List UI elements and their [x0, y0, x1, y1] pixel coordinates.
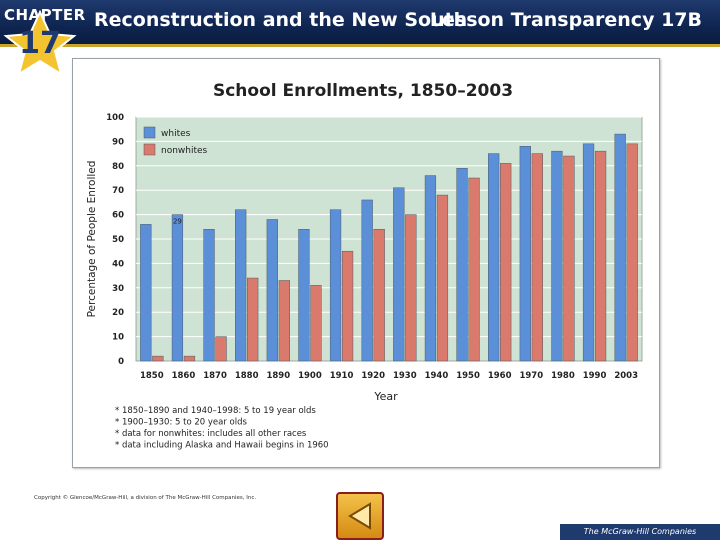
enrollment-chart: School Enrollments, 1850–2003 0 10 20 30 40 5…	[86, 81, 643, 451]
x-tick-label: 1860	[172, 371, 196, 381]
bar-whites-1970	[519, 146, 531, 362]
legend-label-nonwhites: nonwhites	[161, 146, 208, 156]
bar-nonwhites-1950	[468, 177, 480, 362]
bar-whites-1880	[235, 209, 247, 362]
y-tick-label: 90	[112, 137, 124, 147]
x-tick-label: 1900	[298, 371, 322, 381]
legend-label-whites: whites	[161, 129, 191, 139]
y-tick-label: 100	[106, 113, 124, 123]
x-tick-label: 1960	[488, 371, 512, 381]
x-tick-label: 1870	[203, 371, 227, 381]
chapter-number: 17	[19, 26, 61, 61]
chapter-title: Reconstruction and the New South	[94, 9, 468, 31]
y-tick-label: 80	[112, 162, 124, 172]
bar-whites-1940	[424, 175, 437, 362]
bar-nonwhites-1960	[500, 163, 512, 362]
header-bar	[0, 0, 720, 47]
x-axis-label: Year	[373, 390, 398, 403]
bar-whites-1920	[361, 199, 373, 362]
bar-whites-1910	[329, 209, 342, 362]
bar-whites-1990	[582, 143, 595, 362]
chart-footnote: * data for nonwhites: includes all other…	[115, 429, 307, 439]
bar-nonwhites-2003	[626, 143, 638, 362]
bar-nonwhites-1870	[215, 336, 227, 362]
y-tick-label: 40	[112, 259, 124, 269]
bar-nonwhites-1900	[310, 285, 322, 362]
x-tick-label: 1910	[330, 371, 354, 381]
bar-nonwhites-1980	[563, 155, 575, 362]
star-icon	[3, 10, 77, 77]
bar-whites-1860	[171, 214, 184, 362]
publisher-bar: The McGraw-Hill Companies	[560, 524, 720, 540]
x-tick-label: 1950	[456, 371, 480, 381]
x-tick-label: 1850	[140, 371, 164, 381]
chart-footnote: * data including Alaska and Hawaii begin…	[115, 441, 329, 451]
y-tick-label: 60	[112, 211, 124, 221]
x-tick-label: 1990	[583, 371, 607, 381]
x-tick-label: 1940	[425, 371, 449, 381]
bar-nonwhites-1910	[341, 250, 354, 362]
y-tick-label: 70	[112, 186, 124, 196]
back-button[interactable]	[336, 492, 384, 540]
bar-nonwhites-1880	[247, 277, 259, 362]
x-tick-label: 2003	[614, 371, 638, 381]
bar-nonwhites-1850	[152, 355, 164, 362]
copyright-text: Copyright © Glencoe/McGraw-Hill, a divis…	[34, 495, 257, 501]
transparency-frame: School Enrollments, 1850–2003 0 10 20 30 40 5…	[72, 58, 660, 468]
bar-whites-1960	[488, 153, 500, 362]
x-tick-label: 1880	[235, 371, 259, 381]
y-tick-label: 0	[118, 357, 124, 367]
x-tick-label: 1890	[266, 371, 290, 381]
bar-whites-1980	[551, 150, 563, 362]
bar-whites-1930	[393, 187, 405, 362]
legend-swatch-nonwhites	[143, 143, 156, 156]
chart-footnote: * 1850–1890 and 1940–1998: 5 to 19 year …	[115, 406, 316, 416]
data-label: 29	[173, 218, 182, 226]
chapter-label: CHAPTER	[4, 6, 86, 24]
bar-nonwhites-1970	[531, 153, 543, 362]
y-tick-label: 50	[112, 235, 124, 245]
y-tick-label: 20	[112, 308, 124, 318]
lesson-title: Lesson Transparency 17B	[429, 9, 702, 31]
bar-nonwhites-1860	[183, 355, 196, 362]
x-tick-label: 1930	[393, 371, 417, 381]
header-rule	[0, 44, 720, 47]
bar-whites-2003	[614, 133, 626, 362]
legend-swatch-whites	[143, 126, 156, 139]
bar-whites-1950	[456, 167, 468, 362]
bar-nonwhites-1940	[436, 194, 449, 362]
y-tick-label: 10	[112, 333, 124, 343]
bar-nonwhites-1990	[594, 150, 607, 362]
bar-whites-1870	[203, 228, 215, 362]
bar-whites-1850	[140, 224, 152, 362]
x-tick-label: 1920	[361, 371, 385, 381]
y-axis-label: Percentage of People Enrolled	[86, 161, 98, 318]
x-tick-label: 1970	[519, 371, 543, 381]
bar-whites-1900	[298, 228, 310, 362]
back-arrow-icon	[348, 502, 371, 530]
x-tick-label: 1980	[551, 371, 575, 381]
bar-whites-1890	[266, 219, 278, 362]
chart-footnote: * 1900–1930: 5 to 20 year olds	[115, 418, 248, 428]
chart-title: School Enrollments, 1850–2003	[213, 81, 513, 101]
bar-nonwhites-1920	[373, 228, 385, 362]
bar-nonwhites-1890	[278, 280, 290, 362]
y-tick-label: 30	[112, 284, 124, 294]
bar-nonwhites-1930	[405, 214, 417, 362]
